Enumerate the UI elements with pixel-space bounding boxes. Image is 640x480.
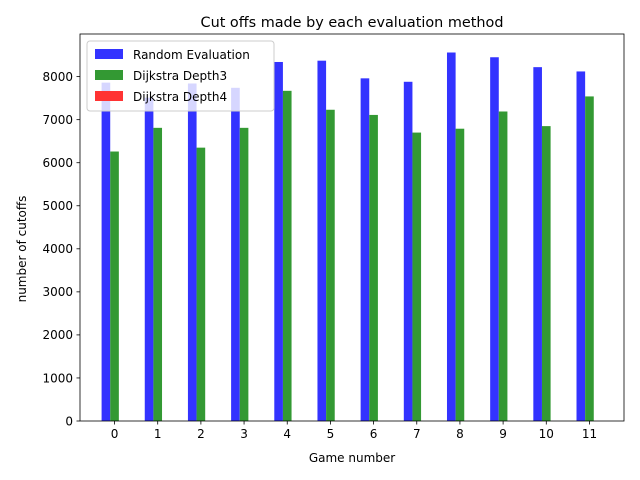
bar-series-1-game-9 [498,111,508,422]
legend-label: Dijkstra Depth4 [133,90,227,104]
x-axis-title: Game number [309,451,395,465]
legend-swatch [95,49,123,59]
legend-swatch [95,91,123,101]
x-tick-label: 5 [327,427,335,441]
x-tick-label: 0 [111,427,119,441]
bar-series-0-game-7 [403,81,413,421]
bars-layer [101,52,594,422]
bar-series-0-game-1 [144,97,154,422]
y-tick-label: 0 [65,414,73,428]
bar-series-0-game-5 [317,60,327,421]
bar-series-0-game-0 [101,82,111,421]
x-tick-label: 6 [370,427,378,441]
bar-series-0-game-8 [446,52,456,421]
bar-series-1-game-7 [412,132,422,421]
legend-label: Dijkstra Depth3 [133,69,227,83]
bar-series-1-game-6 [369,114,378,422]
x-tick-label: 11 [582,427,597,441]
x-tick-label: 7 [413,427,421,441]
y-tick-label: 7000 [42,113,73,127]
bar-series-0-game-6 [360,78,370,421]
y-tick-label: 6000 [42,156,73,170]
y-tick-label: 1000 [42,371,73,385]
x-tick-label: 1 [154,427,162,441]
y-tick-label: 4000 [42,242,73,256]
x-tick-label: 2 [197,427,205,441]
bar-series-1-game-11 [585,96,594,422]
y-axis-title: number of cutoffs [15,196,29,303]
y-tick-label: 3000 [42,285,73,299]
x-tick-label: 10 [539,427,554,441]
x-tick-label: 3 [240,427,248,441]
bar-series-0-game-4 [274,61,283,421]
plot-frame [79,33,625,422]
bar-series-1-game-2 [196,147,206,421]
legend-label: Random Evaluation [133,48,250,62]
bar-series-1-game-8 [455,128,465,421]
x-tick-label: 8 [456,427,464,441]
legend-swatch [95,70,123,80]
bar-series-0-game-3 [231,87,240,421]
y-tick-label: 2000 [42,328,73,342]
bar-series-0-game-9 [490,57,499,421]
axes-layer: 0 1 2 3 4 5 6 7 8 9 10 11 0 1000 2000 3000 4000 5000 6000 7… [42,33,625,441]
y-tick-label: 8000 [42,70,73,84]
chart-title: Cut offs made by each evaluation method [201,15,504,31]
legend-box [86,40,275,112]
x-tick-label: 9 [499,427,507,441]
bar-series-0-game-11 [576,71,586,421]
legend: Random Evaluation Dijkstra Depth3 Dijkstra… [86,40,275,112]
bar-series-1-game-3 [239,127,249,421]
x-tick-label: 4 [283,427,291,441]
bar-series-1-game-4 [282,90,292,421]
bar-series-1-game-0 [110,151,119,421]
bar-series-1-game-1 [153,127,163,421]
y-tick-label: 5000 [42,199,73,213]
bar-series-0-game-10 [533,67,542,422]
bar-series-0-game-2 [187,83,197,421]
bar-series-1-game-10 [541,126,551,422]
bar-series-1-game-5 [326,109,335,421]
